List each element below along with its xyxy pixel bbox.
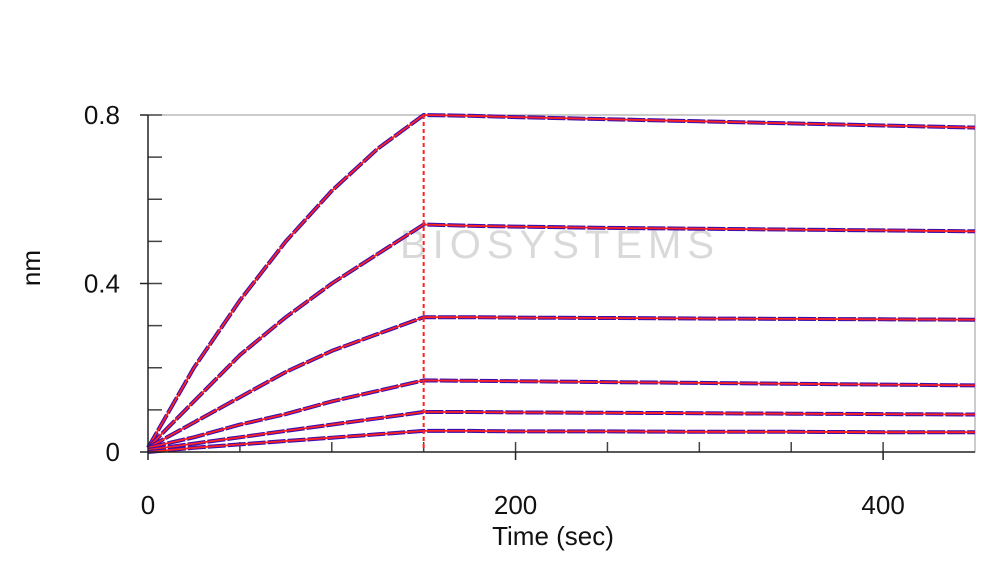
y-tick-label: 0 xyxy=(106,437,120,467)
plot-frame xyxy=(147,114,976,453)
series-1-fit-curve xyxy=(147,114,976,449)
y-tick-label: 0.4 xyxy=(84,269,120,299)
x-tick-label: 0 xyxy=(141,490,155,520)
series-2-fit-curve xyxy=(147,223,976,449)
series-5-fit-curve xyxy=(147,411,976,451)
x-tick-label: 200 xyxy=(494,490,537,520)
series-layer xyxy=(146,113,976,454)
y-tick-label: 0.8 xyxy=(84,100,120,130)
x-axis-ticks: 0 200 400 xyxy=(141,452,905,520)
series-3-fit-curve xyxy=(147,316,976,449)
x-axis-title: Time (sec) xyxy=(492,521,614,551)
series-6-fit-curve xyxy=(147,429,975,453)
series-1-raw-data xyxy=(146,113,976,449)
x-tick-label: 400 xyxy=(861,490,904,520)
y-axis-title: nm xyxy=(16,250,46,286)
series-4-fit-curve xyxy=(147,379,976,449)
y-axis-ticks: 0 0.4 0.8 xyxy=(84,100,148,467)
minor-ticks xyxy=(148,114,884,452)
